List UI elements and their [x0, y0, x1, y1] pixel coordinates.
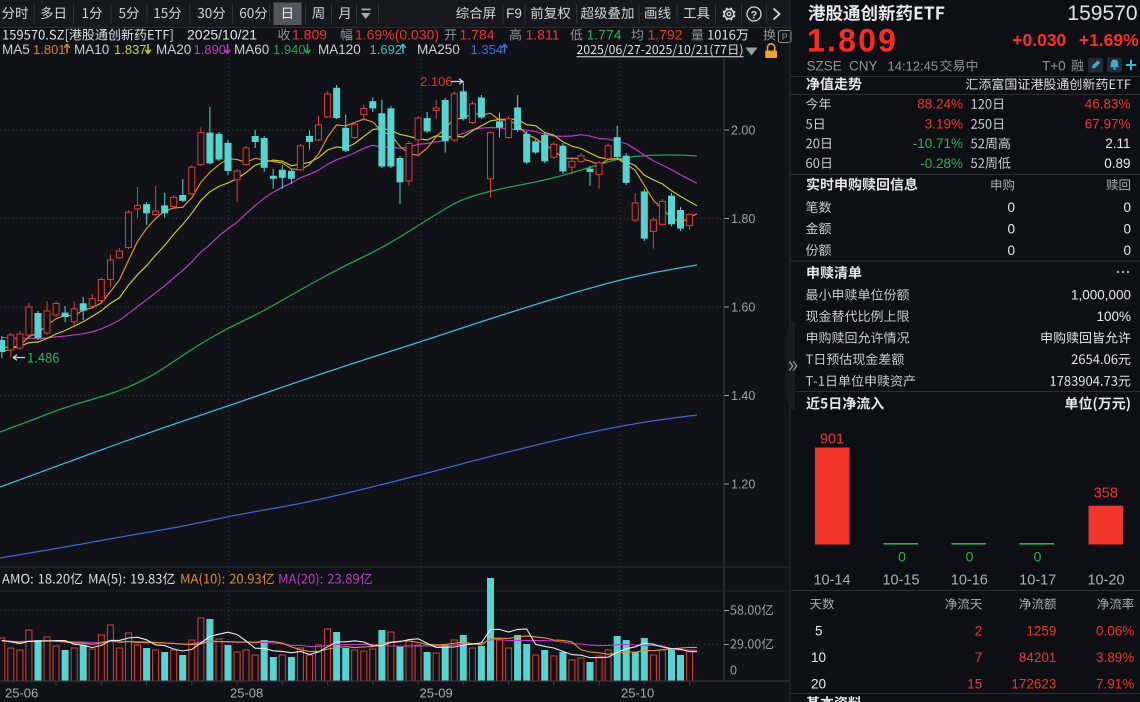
svg-text:MA20: MA20: [156, 42, 191, 57]
svg-text:MA120: MA120: [318, 42, 361, 57]
svg-text:88.24%: 88.24%: [917, 97, 963, 112]
svg-text:46.83%: 46.83%: [1085, 97, 1131, 112]
svg-text:0: 0: [898, 549, 906, 565]
svg-text:10: 10: [811, 650, 826, 665]
svg-text:0: 0: [1123, 200, 1131, 215]
svg-text:84201: 84201: [1019, 650, 1057, 665]
svg-text:1.69%(0.030): 1.69%(0.030): [355, 27, 439, 43]
svg-text:+0.030: +0.030: [1012, 30, 1066, 50]
svg-text:1.784: 1.784: [460, 27, 495, 43]
svg-text:15: 15: [967, 677, 982, 692]
svg-text:3.89%: 3.89%: [1096, 650, 1134, 665]
svg-text:10-20: 10-20: [1087, 573, 1124, 589]
svg-text:2.106: 2.106: [420, 74, 453, 89]
svg-text:1.792: 1.792: [648, 27, 683, 43]
svg-text:1.837: 1.837: [114, 42, 147, 57]
svg-text:1.60: 1.60: [731, 301, 755, 315]
svg-text:358: 358: [1094, 486, 1118, 502]
svg-text:25-08: 25-08: [230, 686, 263, 701]
svg-text:1.20: 1.20: [731, 478, 755, 492]
svg-text:25-06: 25-06: [5, 686, 38, 701]
svg-text:?: ?: [751, 9, 758, 21]
svg-text:0.89: 0.89: [1104, 156, 1130, 171]
svg-text:+1.69%: +1.69%: [1079, 30, 1139, 50]
svg-text:3.19%: 3.19%: [925, 117, 963, 132]
svg-text:1.809: 1.809: [807, 23, 898, 59]
svg-text:-10.71%: -10.71%: [913, 136, 963, 151]
svg-text:67.97%: 67.97%: [1085, 117, 1131, 132]
svg-text:1.801: 1.801: [33, 42, 66, 57]
svg-text:25-09: 25-09: [420, 686, 453, 701]
svg-text:25-10: 25-10: [621, 686, 654, 701]
svg-text:F9: F9: [506, 6, 522, 21]
svg-text:MA250: MA250: [417, 42, 460, 57]
svg-text:10-16: 10-16: [951, 573, 988, 589]
svg-text:20: 20: [811, 677, 826, 692]
svg-text:159570: 159570: [1067, 2, 1137, 25]
svg-text:1.890: 1.890: [194, 42, 227, 57]
svg-text:0: 0: [1007, 221, 1015, 236]
svg-text:1.811: 1.811: [526, 27, 560, 43]
svg-text:1.80: 1.80: [731, 212, 755, 226]
svg-text:1259: 1259: [1026, 623, 1056, 638]
svg-text:T+0: T+0: [1042, 59, 1066, 74]
svg-text:7: 7: [975, 650, 983, 665]
svg-text:2.00: 2.00: [731, 124, 755, 138]
svg-text:100%: 100%: [1096, 309, 1131, 324]
svg-text:0.06%: 0.06%: [1096, 623, 1134, 638]
svg-text:MA10: MA10: [74, 42, 109, 57]
svg-text:P: P: [782, 32, 788, 42]
svg-text:0: 0: [1007, 243, 1015, 258]
svg-text:1.692: 1.692: [370, 42, 403, 57]
svg-text:0: 0: [1123, 243, 1131, 258]
svg-text:1,000,000: 1,000,000: [1071, 288, 1131, 303]
svg-text:SZSE: SZSE: [807, 59, 842, 74]
svg-text:1.774: 1.774: [587, 27, 622, 43]
svg-text:0: 0: [730, 664, 737, 678]
svg-text:MA60: MA60: [234, 42, 269, 57]
svg-text:1.40: 1.40: [731, 389, 755, 403]
svg-text:10-15: 10-15: [882, 573, 919, 589]
svg-text:10-14: 10-14: [813, 573, 850, 589]
svg-text:0: 0: [1123, 221, 1131, 236]
svg-text:10-17: 10-17: [1019, 573, 1056, 589]
svg-text:1.354: 1.354: [471, 42, 504, 57]
svg-text:0: 0: [1034, 549, 1042, 565]
svg-text:1.940: 1.940: [273, 42, 306, 57]
svg-text:0: 0: [1007, 200, 1015, 215]
svg-text:7.91%: 7.91%: [1096, 677, 1134, 692]
svg-text:5: 5: [815, 623, 823, 638]
svg-text:172623: 172623: [1011, 677, 1056, 692]
svg-text:2.11: 2.11: [1105, 136, 1130, 151]
svg-text:2025/10/21: 2025/10/21: [187, 27, 257, 43]
svg-text:0: 0: [966, 549, 974, 565]
svg-text:MA5: MA5: [2, 42, 30, 57]
svg-text:14:12:45: 14:12:45: [888, 59, 939, 74]
svg-text:901: 901: [820, 432, 844, 448]
svg-text:1.809: 1.809: [292, 27, 327, 43]
svg-text:CNY: CNY: [849, 59, 878, 74]
svg-text:-0.28%: -0.28%: [920, 156, 963, 171]
svg-text:2: 2: [975, 623, 983, 638]
